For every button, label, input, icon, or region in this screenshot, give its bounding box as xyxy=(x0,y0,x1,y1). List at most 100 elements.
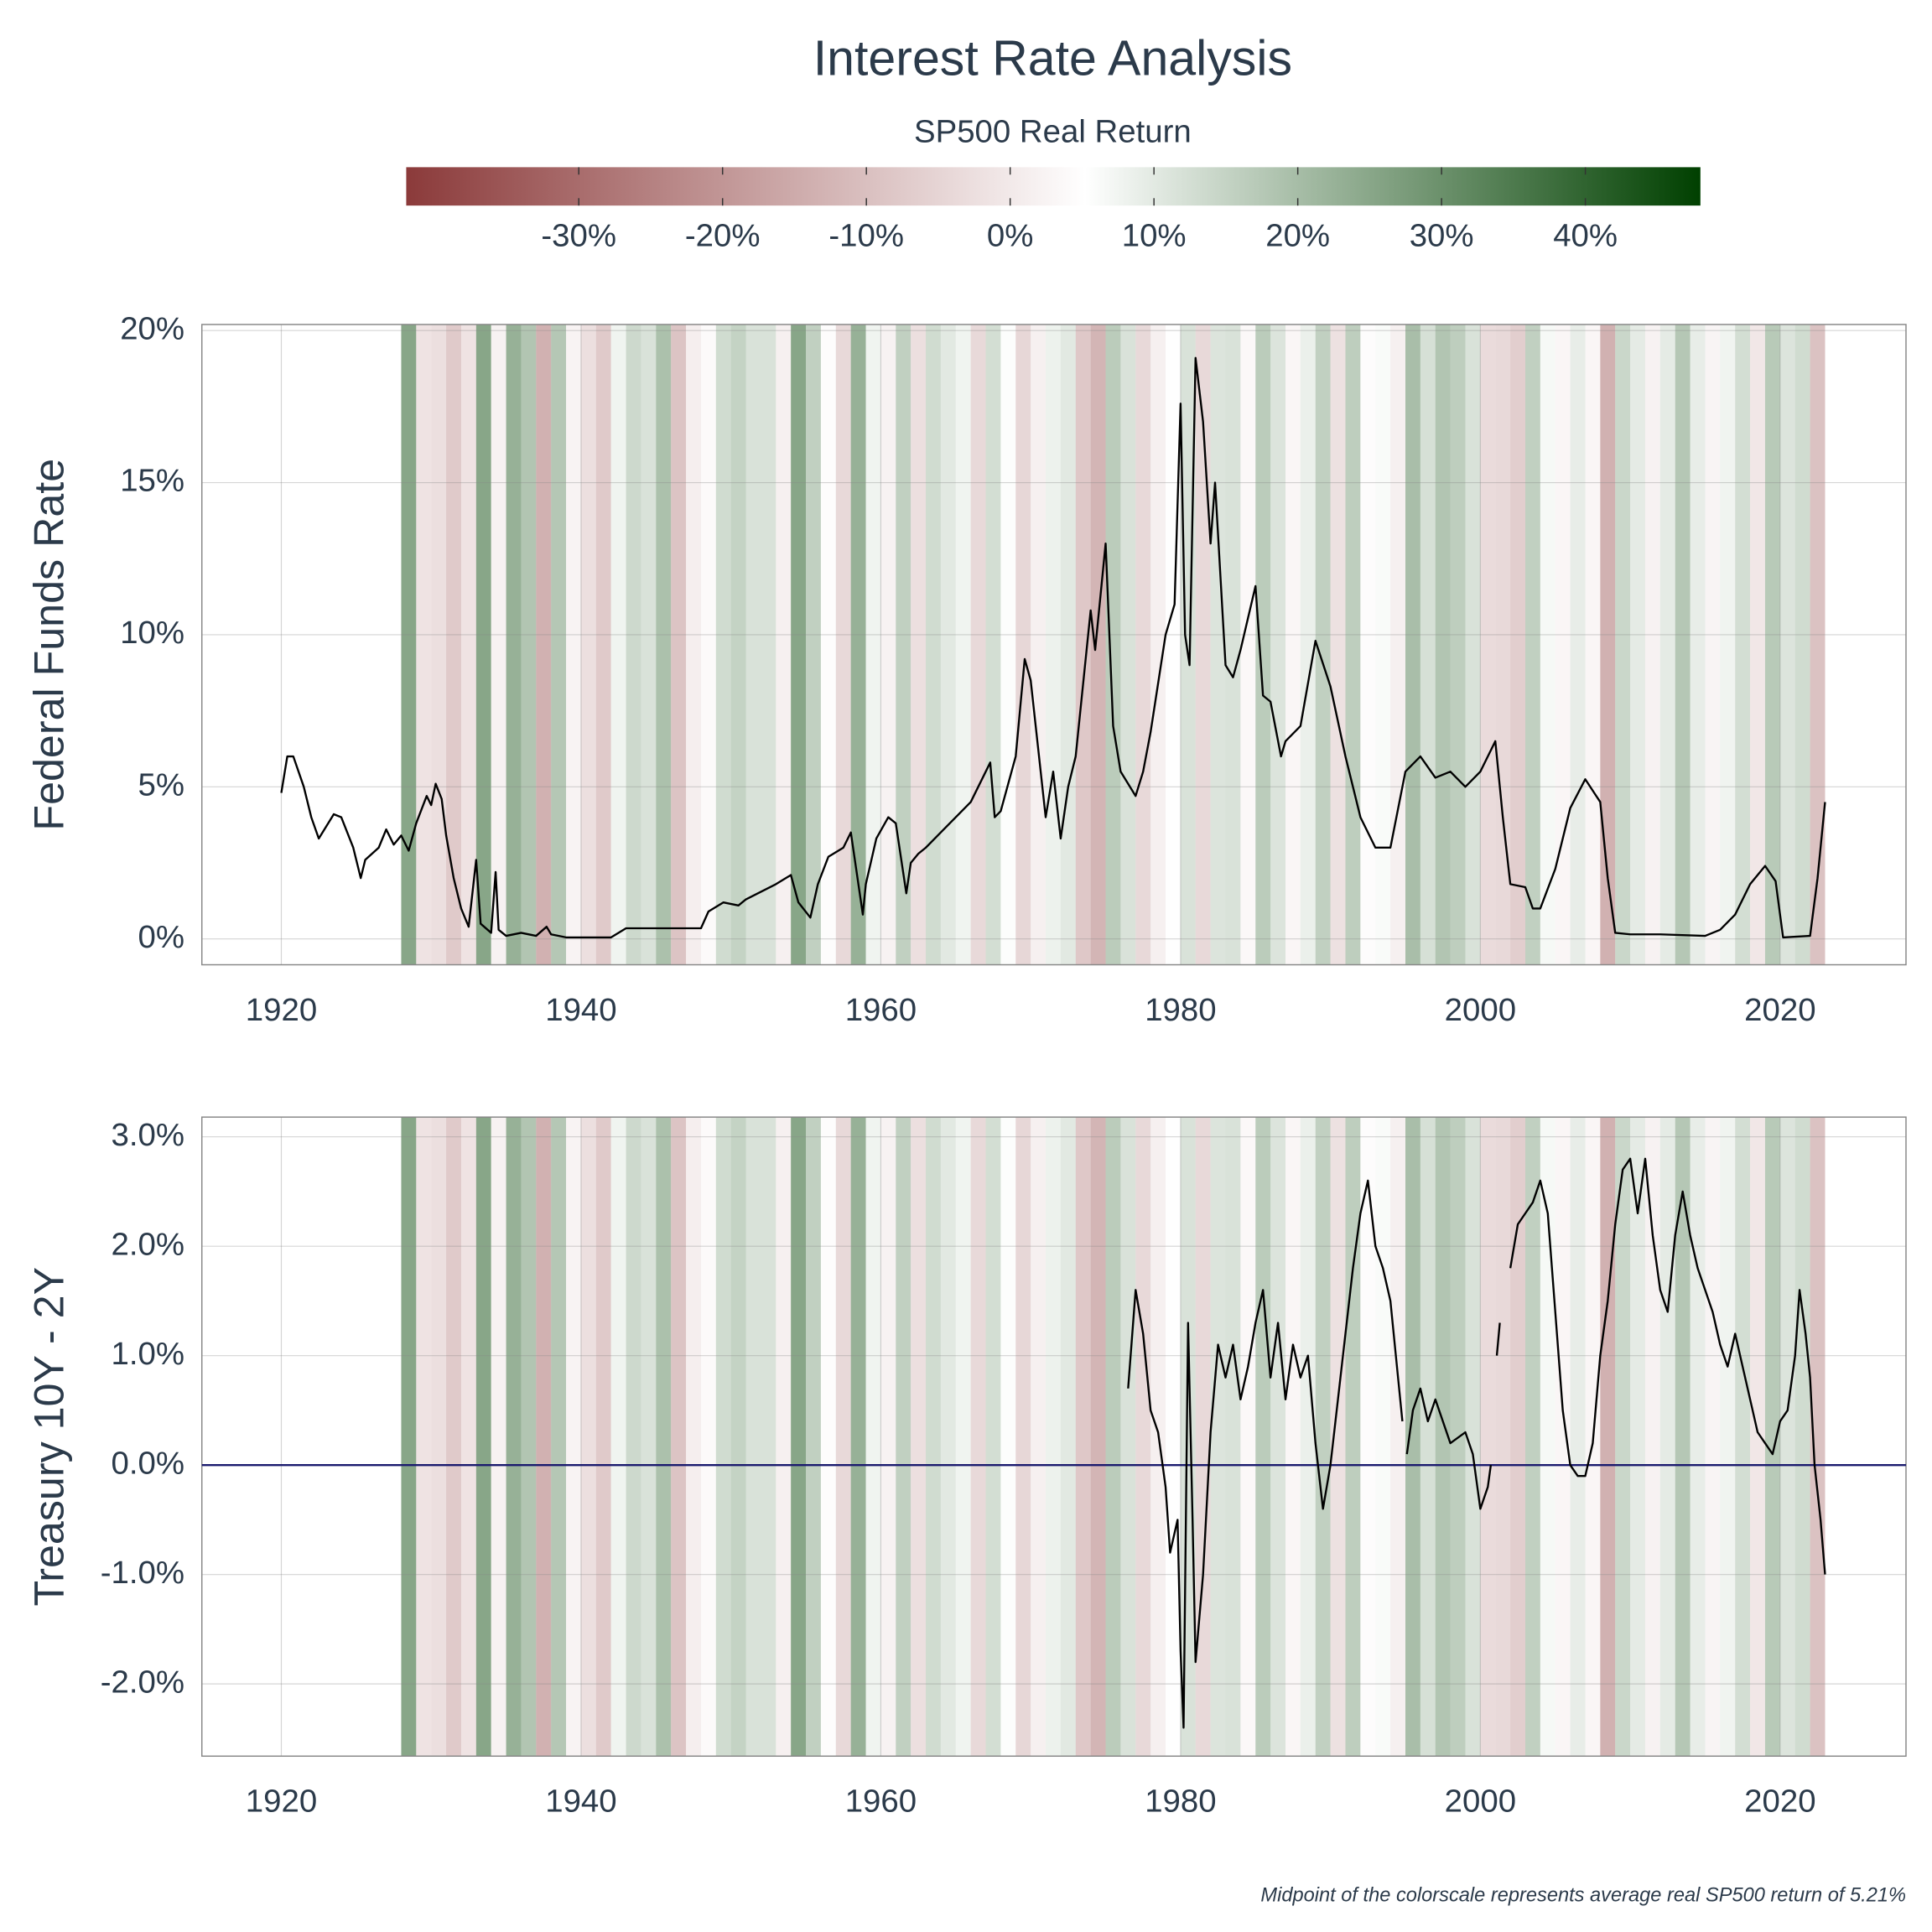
return-band xyxy=(641,1117,657,1757)
return-band xyxy=(1195,1117,1211,1757)
return-band xyxy=(1555,324,1571,965)
return-band xyxy=(475,1117,491,1757)
return-band xyxy=(475,324,491,965)
return-band xyxy=(1659,324,1675,965)
return-band xyxy=(1210,1117,1226,1757)
data-line xyxy=(1127,1157,1826,1729)
return-band xyxy=(880,1117,896,1757)
return-band xyxy=(1285,1117,1301,1757)
data-line xyxy=(280,356,1826,939)
colorbar-tick-label: 20% xyxy=(1265,218,1330,254)
x-tick-label: 2020 xyxy=(1744,992,1815,1028)
return-band xyxy=(1644,1117,1660,1757)
return-band xyxy=(1405,324,1420,965)
return-band xyxy=(1225,324,1241,965)
return-band xyxy=(1105,1117,1121,1757)
return-band xyxy=(641,324,657,965)
return-band xyxy=(926,1117,941,1757)
return-band xyxy=(536,324,552,965)
return-band xyxy=(1166,324,1181,965)
return-band xyxy=(715,1117,731,1757)
panel-border xyxy=(200,324,1907,966)
return-band xyxy=(1540,1117,1555,1757)
return-band xyxy=(1644,324,1660,965)
return-band xyxy=(1540,324,1555,965)
y-tick-label: 20% xyxy=(120,310,184,346)
return-band xyxy=(940,1117,956,1757)
colorbar-tick-label: 30% xyxy=(1410,218,1474,254)
y-tick-label: -1.0% xyxy=(101,1555,184,1591)
return-band xyxy=(700,324,716,965)
return-band xyxy=(1060,1117,1076,1757)
return-band xyxy=(1420,1117,1436,1757)
return-band xyxy=(551,324,567,965)
return-band xyxy=(686,1117,701,1757)
return-band xyxy=(521,324,537,965)
return-band xyxy=(610,324,626,965)
return-band xyxy=(1510,324,1525,965)
y-tick-label: 3.0% xyxy=(112,1117,185,1153)
return-band xyxy=(1630,324,1645,965)
y-axis-label: Federal Funds Rate xyxy=(25,459,72,831)
return-band xyxy=(926,324,941,965)
return-band xyxy=(431,324,447,965)
return-band xyxy=(1031,324,1046,965)
return-band xyxy=(985,1117,1001,1757)
colorbar-tick-label: -30% xyxy=(541,218,616,254)
return-band xyxy=(1480,1117,1496,1757)
return-band xyxy=(1675,1117,1690,1757)
return-band xyxy=(1360,324,1376,965)
return-band xyxy=(506,1117,522,1757)
return-band xyxy=(1630,1117,1645,1757)
x-tick-label: 2000 xyxy=(1445,992,1516,1028)
return-band xyxy=(460,324,476,965)
return-band xyxy=(820,1117,836,1757)
return-band xyxy=(580,324,596,965)
return-band xyxy=(1375,1117,1391,1757)
return-band xyxy=(551,1117,567,1757)
return-band xyxy=(865,1117,881,1757)
return-band xyxy=(431,1117,447,1757)
return-band xyxy=(1090,1117,1106,1757)
return-band xyxy=(1585,324,1601,965)
return-band xyxy=(1285,324,1301,965)
return-band xyxy=(1360,1117,1376,1757)
return-band xyxy=(1330,1117,1346,1757)
return-band xyxy=(880,324,896,965)
return-band xyxy=(1315,324,1331,965)
return-band xyxy=(580,1117,596,1757)
return-band xyxy=(1615,1117,1631,1757)
return-band xyxy=(1300,1117,1316,1757)
return-band xyxy=(1000,324,1016,965)
return-band xyxy=(566,324,581,965)
return-band xyxy=(1240,324,1256,965)
return-band xyxy=(491,324,506,965)
return-band xyxy=(715,324,731,965)
return-band xyxy=(656,324,672,965)
return-band xyxy=(1270,1117,1286,1757)
return-band xyxy=(1615,324,1631,965)
x-tick-label: 1980 xyxy=(1145,992,1216,1028)
return-band xyxy=(1465,324,1481,965)
return-band xyxy=(671,324,687,965)
return-band xyxy=(491,1117,506,1757)
return-band xyxy=(761,324,776,965)
x-tick-label: 1920 xyxy=(246,992,317,1028)
return-band xyxy=(1210,324,1226,965)
x-tick-label: 2020 xyxy=(1744,1784,1815,1820)
return-band xyxy=(776,324,792,965)
chart-title: Interest Rate Analysis xyxy=(813,30,1292,86)
return-band xyxy=(566,1117,581,1757)
return-band xyxy=(656,1117,672,1757)
return-band xyxy=(970,1117,986,1757)
y-tick-label: 5% xyxy=(138,766,184,802)
return-band xyxy=(865,324,881,965)
return-band xyxy=(1046,1117,1061,1757)
return-band xyxy=(1330,324,1346,965)
return-band xyxy=(1255,1117,1271,1757)
return-band xyxy=(806,324,821,965)
return-band xyxy=(446,324,461,965)
return-band xyxy=(1524,1117,1540,1757)
return-band xyxy=(1720,1117,1736,1757)
